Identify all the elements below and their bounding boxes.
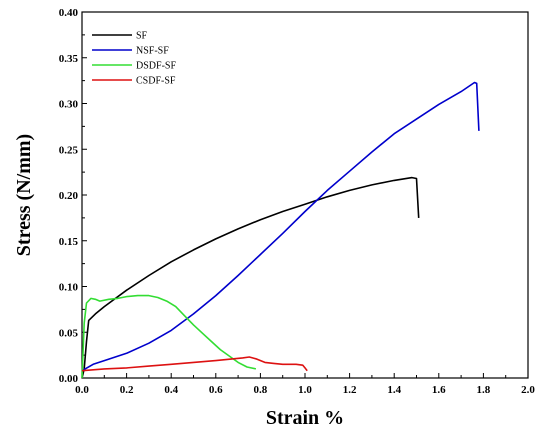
y-tick-label: 0.30 <box>59 99 79 111</box>
legend-label: SF <box>136 31 148 42</box>
x-tick-label: 1.0 <box>298 384 312 396</box>
legend-label: NSF-SF <box>136 46 169 57</box>
series-lines <box>81 81 480 379</box>
x-tick-label: 0.6 <box>209 384 223 396</box>
x-tick-label: 1.8 <box>477 384 491 396</box>
y-tick-label: 0.05 <box>59 327 79 339</box>
y-tick-label: 0.25 <box>59 144 79 156</box>
x-axis-title: Strain % <box>266 407 344 429</box>
y-tick-label: 0.40 <box>59 7 79 19</box>
y-tick-label: 0.15 <box>59 236 79 248</box>
y-tick-label: 0.20 <box>59 190 79 202</box>
legend: SF NSF-SF DSDF-SF CSDF-SF <box>92 31 176 87</box>
x-tick-label: 0.2 <box>120 384 134 396</box>
x-tick-label: 0.8 <box>254 384 268 396</box>
series-line-sf <box>81 176 420 379</box>
tick-labels: 0.0 0.2 0.4 0.6 0.8 1.0 1.2 1.4 1.6 1.8 2.0 0.00 0.0… <box>59 7 536 396</box>
y-tick-label: 0.10 <box>59 282 79 294</box>
x-tick-label: 1.2 <box>343 384 357 396</box>
axis-ticks <box>81 11 529 379</box>
y-tick-label: 0.35 <box>59 53 79 65</box>
x-tick-label: 1.6 <box>432 384 446 396</box>
series-line-csdf-sf <box>81 356 308 372</box>
legend-label: CSDF-SF <box>136 76 176 87</box>
y-tick-label: 0.00 <box>59 373 79 385</box>
x-tick-label: 2.0 <box>521 384 535 396</box>
x-tick-label: 0.0 <box>75 384 89 396</box>
x-tick-label: 0.4 <box>164 384 178 396</box>
y-axis-title: Stress (N/mm) <box>13 134 35 256</box>
x-tick-label: 1.4 <box>387 384 401 396</box>
series-line-nsf-sf <box>81 81 480 372</box>
series-line-dsdf-sf <box>81 294 257 379</box>
legend-label: DSDF-SF <box>136 61 176 72</box>
